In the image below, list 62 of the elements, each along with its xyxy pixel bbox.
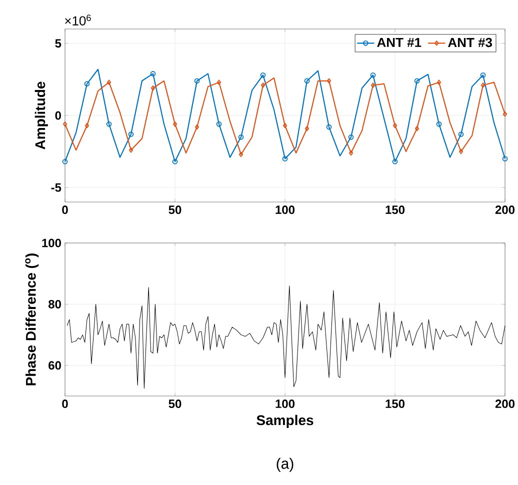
point bbox=[436, 121, 442, 127]
point bbox=[260, 72, 266, 78]
point bbox=[194, 78, 200, 84]
point bbox=[414, 78, 420, 84]
x-tick-label: 200 bbox=[495, 400, 515, 408]
point bbox=[370, 72, 376, 78]
point bbox=[172, 158, 178, 164]
point bbox=[106, 80, 112, 85]
point bbox=[106, 121, 112, 127]
point bbox=[480, 72, 486, 78]
point bbox=[128, 147, 134, 153]
y-tick-label: 60 bbox=[48, 361, 61, 370]
point bbox=[326, 78, 332, 84]
point bbox=[84, 81, 90, 86]
point bbox=[282, 122, 288, 128]
point bbox=[84, 122, 90, 128]
y-tick-label: 5 bbox=[55, 39, 62, 48]
line-series bbox=[66, 286, 506, 389]
x-tick-label: 0 bbox=[62, 206, 68, 214]
x-tick-label: 150 bbox=[386, 400, 405, 408]
y-tick-label: 100 bbox=[42, 238, 61, 248]
point bbox=[370, 82, 376, 88]
legend-label: ANT #3 bbox=[448, 38, 492, 48]
point bbox=[282, 156, 288, 162]
point bbox=[260, 82, 266, 88]
legend-label: ANT #1 bbox=[377, 38, 422, 47]
point bbox=[150, 85, 156, 91]
point bbox=[172, 121, 178, 127]
point bbox=[458, 132, 464, 137]
point bbox=[348, 150, 354, 156]
point bbox=[458, 148, 464, 154]
point bbox=[194, 124, 200, 130]
point bbox=[326, 124, 332, 130]
text: (a) bbox=[276, 458, 294, 472]
x-axis-title: Samples bbox=[256, 414, 314, 428]
point bbox=[480, 82, 486, 88]
x-tick-label: 50 bbox=[168, 206, 182, 214]
point bbox=[392, 158, 398, 164]
y-tick-label: 80 bbox=[48, 300, 61, 308]
x-tick-label: 50 bbox=[168, 400, 182, 408]
x-tick-label: 200 bbox=[495, 206, 515, 214]
point bbox=[150, 71, 156, 76]
point bbox=[348, 134, 354, 140]
y-tick-label: 0 bbox=[55, 111, 61, 120]
x-tick-label: 0 bbox=[62, 400, 68, 408]
point bbox=[238, 152, 244, 158]
y-axis-title: Phase Difference ($^{o}$) bbox=[25, 254, 39, 386]
point bbox=[216, 80, 222, 85]
point bbox=[216, 121, 222, 127]
point bbox=[304, 78, 310, 84]
y-tick-label: -5 bbox=[51, 183, 62, 192]
x-tick-label: 150 bbox=[386, 206, 405, 214]
point bbox=[304, 126, 310, 132]
point bbox=[392, 122, 398, 128]
point bbox=[238, 134, 244, 140]
x-tick-label: 100 bbox=[276, 400, 295, 408]
point bbox=[414, 126, 420, 132]
y-axis-title: Amplitude bbox=[34, 82, 48, 150]
x-tick-label: 100 bbox=[276, 206, 295, 214]
point bbox=[128, 132, 134, 137]
point bbox=[436, 80, 442, 85]
text: ×10$^{6}$ bbox=[65, 14, 91, 26]
